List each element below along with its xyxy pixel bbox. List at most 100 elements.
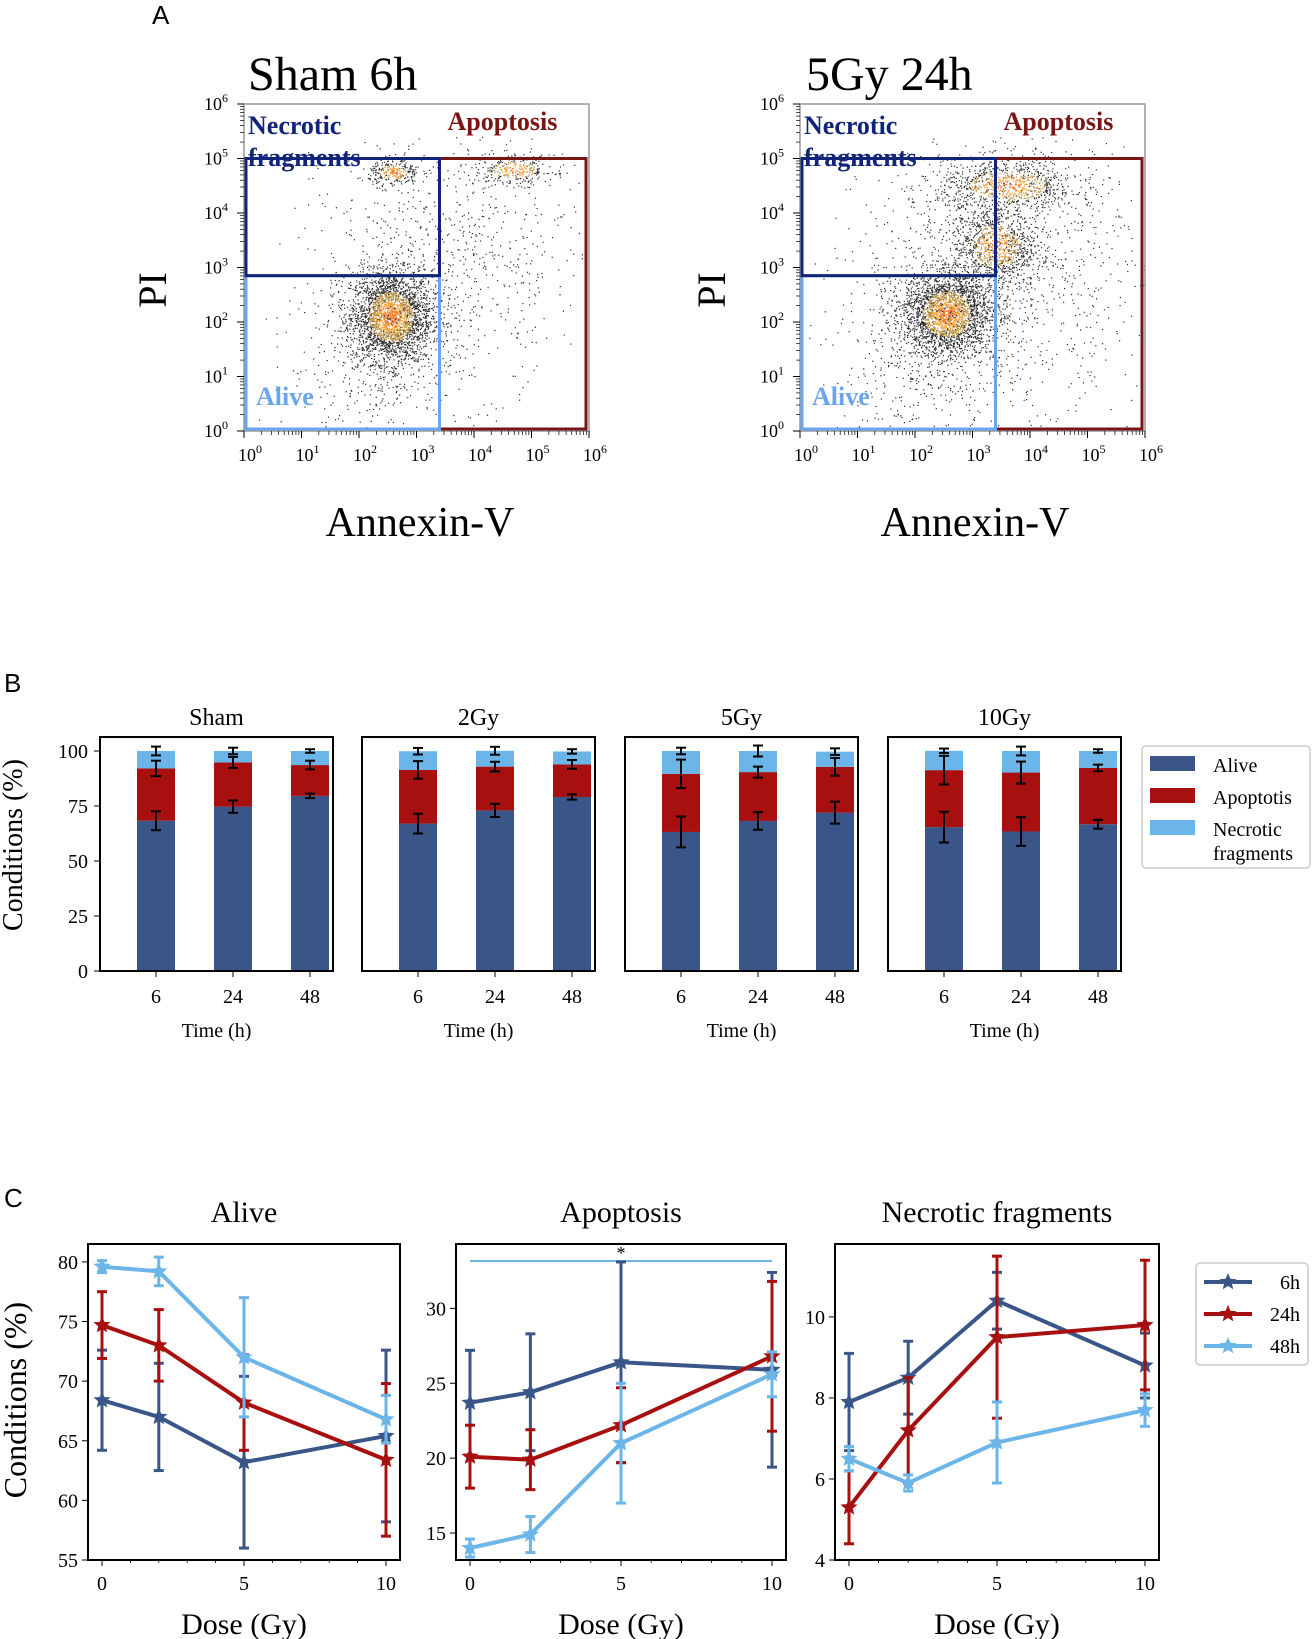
chart-title: Alive xyxy=(211,1196,278,1229)
y-tick-label: 103 xyxy=(204,255,228,278)
necrotic-gate-label: Necrotic xyxy=(248,111,341,140)
series-line-24h xyxy=(469,1354,773,1462)
x-tick-label: 10 xyxy=(1135,1573,1155,1595)
x-tick-label: 103 xyxy=(967,442,991,465)
x-axis-label: Dose (Gy) xyxy=(934,1608,1060,1639)
bar-alive xyxy=(214,806,252,971)
x-axis-label: Dose (Gy) xyxy=(558,1608,684,1639)
x-tick-label: 5 xyxy=(992,1573,1002,1595)
data-point-marker xyxy=(377,1450,395,1468)
line-chart-alive: Alive 0 5 10 Dose (Gy) 55 60 65 70 75 80 xyxy=(58,1196,401,1639)
y-tick-label: 104 xyxy=(760,200,784,223)
legend-label: 6h xyxy=(1280,1272,1300,1294)
x-tick-label: 103 xyxy=(411,442,435,465)
y-tick-label: 50 xyxy=(68,851,88,873)
x-axis-label: Time (h) xyxy=(707,1020,777,1042)
bar-alive xyxy=(662,831,700,971)
x-tick-label: 106 xyxy=(1139,442,1163,465)
legend-label: fragments xyxy=(1213,843,1293,865)
significance-star: * xyxy=(617,1243,626,1263)
flow-plot-xlabel: Annexin-V xyxy=(881,500,1070,546)
panel-c-legend: 6h 24h 48h xyxy=(1195,1262,1309,1366)
series-line-6h xyxy=(469,1360,773,1405)
series-line-48h xyxy=(848,1408,1146,1486)
data-point-marker xyxy=(150,1407,168,1425)
bar-alive xyxy=(925,827,963,971)
y-tick-label: 80 xyxy=(58,1252,78,1274)
subplot-title: 10Gy xyxy=(978,705,1031,731)
bar-alive xyxy=(1079,824,1117,971)
x-tick-label: 102 xyxy=(909,442,933,465)
y-tick-label: 55 xyxy=(58,1550,78,1572)
data-point-marker xyxy=(377,1410,395,1427)
subplot-title: 2Gy xyxy=(458,705,499,731)
x-tick-label: 6 xyxy=(151,986,161,1008)
legend-frame xyxy=(1141,745,1311,869)
apoptosis-gate-label: Apoptosis xyxy=(448,107,558,136)
x-tick-label: 0 xyxy=(465,1573,475,1595)
y-tick-label: 30 xyxy=(426,1298,446,1320)
flow-plot-title: 5Gy 24h xyxy=(806,48,973,101)
bar-subplot-2gy: 2Gy 6 24 48 Time (h) xyxy=(361,705,596,1042)
legend-label: Alive xyxy=(1213,755,1258,777)
legend-label: Necrotic xyxy=(1213,819,1282,841)
y-tick-label: 100 xyxy=(204,418,228,441)
data-point-marker xyxy=(150,1336,168,1353)
bar-alive xyxy=(476,810,514,971)
y-tick-label: 60 xyxy=(58,1490,78,1512)
panel-c-ylabel: Conditions (%) xyxy=(0,1302,33,1498)
y-tick-label: 104 xyxy=(204,200,228,223)
x-tick-label: 102 xyxy=(353,442,377,465)
x-axis-label: Time (h) xyxy=(182,1020,252,1042)
x-axis-label: Time (h) xyxy=(970,1020,1040,1042)
bar-apoptosis xyxy=(1079,767,1117,825)
x-tick-label: 6 xyxy=(939,986,949,1008)
flow-plot-title: Sham 6h xyxy=(248,48,417,101)
legend-label: 24h xyxy=(1270,1304,1300,1326)
series-line-48h xyxy=(101,1264,387,1422)
panel-letter-c: C xyxy=(4,1183,23,1213)
data-point-marker xyxy=(840,1498,858,1515)
series-line-24h xyxy=(101,1323,387,1462)
series-line-6h xyxy=(101,1398,387,1465)
apoptosis-gate xyxy=(438,157,588,431)
apoptosis-gate-label: Apoptosis xyxy=(1004,107,1114,136)
subplot-frame xyxy=(887,736,1122,972)
bar-alive xyxy=(291,795,329,971)
y-tick-label: 100 xyxy=(760,418,784,441)
y-tick-label: 20 xyxy=(426,1448,446,1470)
flow-plot-5gy-24h: 5Gy 24h PI Annexin-V Necrotic fragments Ap… xyxy=(689,48,1163,546)
x-tick-label: 6 xyxy=(413,986,423,1008)
y-tick-label: 70 xyxy=(58,1371,78,1393)
bar-alive xyxy=(1002,831,1040,971)
data-point-marker xyxy=(521,1450,539,1467)
data-point-marker xyxy=(988,1433,1006,1450)
necrotic-gate xyxy=(800,157,997,278)
y-tick-label: 15 xyxy=(426,1523,446,1545)
data-point-marker xyxy=(235,1348,253,1365)
y-tick-label: 75 xyxy=(68,796,88,818)
panel-b-stacked-bars: Conditions (%) Sham 6 24 48 Time (h) 0 25 50 75 1… xyxy=(0,705,1311,1042)
flow-plot-xlabel: Annexin-V xyxy=(326,500,515,546)
x-axis-label: Dose (Gy) xyxy=(181,1608,307,1639)
y-tick-label: 102 xyxy=(204,309,228,332)
bar-apoptosis xyxy=(553,764,591,797)
subplot-frame xyxy=(99,736,334,972)
x-tick-label: 101 xyxy=(852,442,876,465)
panel-b-ylabel: Conditions (%) xyxy=(0,759,29,931)
data-point-marker xyxy=(612,1353,630,1370)
x-tick-label: 105 xyxy=(526,442,550,465)
panel-letter-a: A xyxy=(152,0,170,30)
x-tick-label: 10 xyxy=(762,1573,782,1595)
flow-scatter-dots xyxy=(259,136,590,432)
flow-plot-ylabel: PI xyxy=(689,272,734,308)
bar-subplot-sham: Sham 6 24 48 Time (h) 0 25 50 75 100 xyxy=(58,705,334,1042)
panel-letter-b: B xyxy=(4,668,21,698)
data-point-marker xyxy=(899,1474,917,1491)
data-point-marker xyxy=(461,1539,479,1556)
apoptosis-gate xyxy=(994,157,1144,431)
data-point-marker xyxy=(763,1365,781,1382)
x-tick-label: 104 xyxy=(468,442,492,465)
